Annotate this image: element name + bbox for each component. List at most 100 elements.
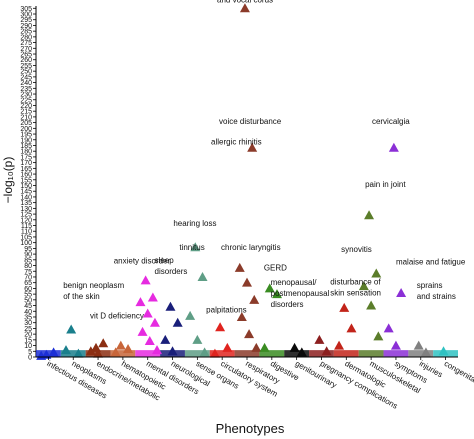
y-tick-label: 100	[20, 240, 32, 247]
annotation-label: allergic rhinitis	[211, 138, 262, 147]
y-tick-label: 175	[20, 154, 32, 161]
category-band	[408, 350, 434, 357]
y-tick-label: 250	[20, 69, 32, 76]
y-tick-label: 195	[20, 132, 32, 139]
data-point-endocrine-metabolic	[98, 338, 109, 348]
annotation-label: palpitations	[206, 306, 246, 315]
y-tick-label: 190	[20, 137, 32, 144]
y-tick-label: 80	[24, 263, 32, 270]
data-point-pregnancy-complications	[321, 346, 332, 356]
data-point-respiratory	[239, 3, 250, 13]
data-point-symptoms	[388, 142, 399, 152]
y-tick-label: 125	[20, 212, 32, 219]
data-point-neurological	[172, 317, 183, 327]
category-band	[383, 350, 409, 357]
data-point-mental-disorders	[149, 317, 160, 327]
data-point-sense-organs	[199, 347, 210, 357]
data-point-neoplasms	[60, 345, 71, 355]
data-point-respiratory	[251, 342, 262, 352]
annotation-label: chronic laryngitis	[221, 243, 281, 252]
data-point-dermatologic	[339, 302, 350, 312]
data-point-musculoskeletal	[358, 281, 369, 291]
y-tick-label: 290	[20, 23, 32, 30]
y-tick-label: 25	[24, 326, 32, 333]
data-point-hematopoietic	[123, 343, 134, 353]
data-point-infectious-diseases	[36, 350, 47, 360]
category-band	[135, 350, 161, 357]
y-tick-label: 200	[20, 126, 32, 133]
y-tick-label: 95	[24, 246, 32, 253]
y-tick-label: 135	[20, 200, 32, 207]
data-point-genitourinary	[296, 347, 307, 357]
data-point-neoplasms	[66, 324, 77, 334]
category-band	[358, 350, 384, 357]
y-tick-label: 155	[20, 177, 32, 184]
data-point-respiratory	[247, 142, 258, 152]
y-tick-label: 245	[20, 74, 32, 81]
annotation-label: cervicalgia	[372, 117, 410, 126]
annotation-label: diseases of larynxand vocal cords	[217, 0, 281, 4]
y-tick-label: 225	[20, 97, 32, 104]
y-tick-label: 295	[20, 17, 32, 24]
y-tick-label: 265	[20, 52, 32, 59]
data-point-digestive	[271, 289, 282, 299]
x-axis: infectious diseasesneoplasmsendocrine/me…	[36, 356, 474, 411]
annotation-label: tinnitus	[179, 243, 204, 252]
annotation-label: hearing loss	[173, 219, 216, 228]
y-tick-label: 205	[20, 120, 32, 127]
data-point-neoplasms	[73, 348, 84, 358]
y-tick-label: 280	[20, 34, 32, 41]
annotation-label: sleep disorders	[155, 256, 188, 276]
y-tick-label: 160	[20, 172, 32, 179]
data-point-respiratory	[236, 311, 247, 321]
annotation-label: sprains and strains	[417, 281, 456, 301]
y-tick-label: 140	[20, 194, 32, 201]
category-band	[333, 350, 359, 357]
category-band	[60, 350, 86, 357]
y-tick-label: 260	[20, 57, 32, 64]
category-band	[284, 350, 310, 357]
y-tick-label: 235	[20, 86, 32, 93]
data-point-dermatologic	[334, 340, 345, 350]
data-point-mental-disorders	[144, 335, 155, 345]
data-point-circulatory-system	[222, 342, 233, 352]
annotation-label: menopausal/postmenopausal disorders	[271, 278, 330, 309]
data-point-neurological	[165, 301, 176, 311]
annotation-label: voice disturbance	[219, 117, 282, 126]
y-tick-label: 230	[20, 92, 32, 99]
y-tick-label: 75	[24, 269, 32, 276]
y-tick-label: 35	[24, 314, 32, 321]
data-point-musculoskeletal	[371, 268, 382, 278]
data-point-respiratory	[242, 277, 252, 287]
y-tick-label: 165	[20, 166, 32, 173]
data-point-sense-organs	[190, 242, 201, 252]
data-point-sense-organs	[185, 310, 196, 320]
data-point-circulatory-system	[215, 322, 226, 332]
y-tick-label: 145	[20, 189, 32, 196]
data-points	[36, 3, 449, 360]
data-point-injuries	[413, 340, 424, 350]
annotation-label: benign neoplasm of the skin	[63, 281, 124, 301]
y-tick-label: 215	[20, 109, 32, 116]
x-axis-title: Phenotypes	[216, 421, 285, 436]
y-tick-label: 240	[20, 80, 32, 87]
y-tick-label: 300	[20, 12, 32, 19]
y-tick-label: 105	[20, 234, 32, 241]
data-point-sense-organs	[192, 334, 203, 344]
y-tick-label: 15	[24, 337, 32, 344]
data-point-musculoskeletal	[366, 300, 377, 310]
data-point-neurological	[160, 334, 171, 344]
y-tick-label: 10	[24, 343, 32, 350]
y-tick-label: 55	[24, 292, 32, 299]
data-point-endocrine-metabolic	[93, 348, 104, 358]
category-band	[184, 350, 210, 357]
data-point-mental-disorders	[140, 275, 151, 285]
y-tick-label: 285	[20, 29, 32, 36]
y-tick-label: 50	[24, 297, 32, 304]
data-point-mental-disorders	[142, 308, 153, 318]
data-point-digestive	[264, 283, 275, 293]
y-tick-label: 30	[24, 320, 32, 327]
y-tick-label: 275	[20, 40, 32, 47]
annotation-label: pain in joint	[365, 180, 406, 189]
